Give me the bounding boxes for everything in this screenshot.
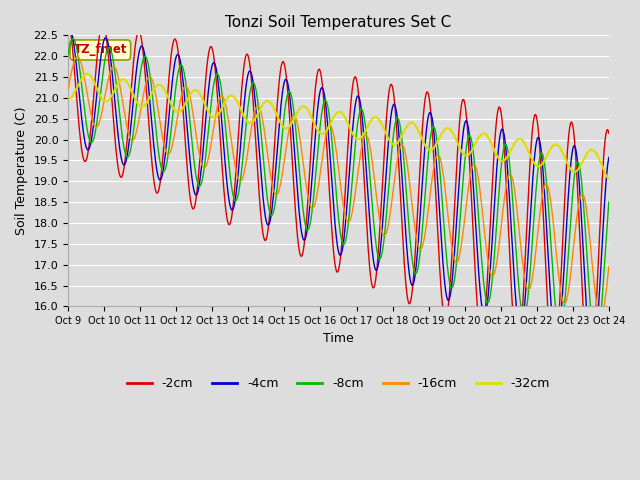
Legend: -2cm, -4cm, -8cm, -16cm, -32cm: -2cm, -4cm, -8cm, -16cm, -32cm: [122, 372, 555, 396]
Text: TZ_fmet: TZ_fmet: [74, 44, 127, 57]
Title: Tonzi Soil Temperatures Set C: Tonzi Soil Temperatures Set C: [225, 15, 452, 30]
X-axis label: Time: Time: [323, 332, 354, 345]
Y-axis label: Soil Temperature (C): Soil Temperature (C): [15, 107, 28, 235]
